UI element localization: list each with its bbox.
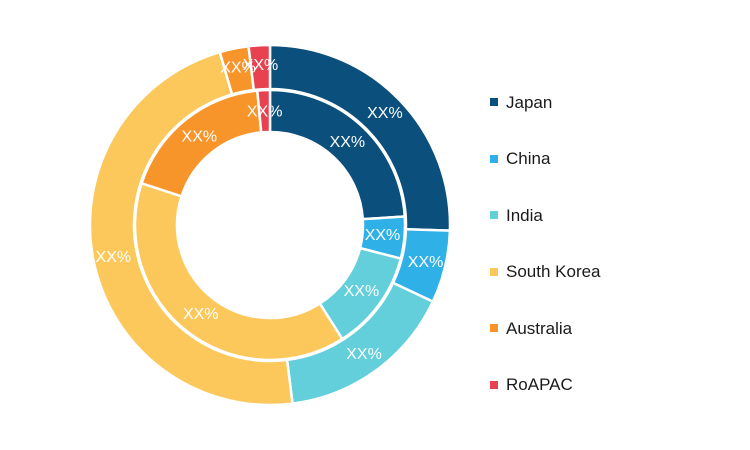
legend-swatch-japan	[490, 98, 498, 107]
inner-label-australia: XX%	[182, 128, 218, 145]
legend-item-japan[interactable]: Japan	[490, 74, 601, 131]
outer-label-roapac: XX%	[243, 57, 279, 74]
legend-swatch-south-korea	[490, 267, 498, 276]
inner-slice-roapac[interactable]	[256, 88, 272, 134]
legend-swatch-china	[490, 154, 498, 163]
legend-item-australia[interactable]: Australia	[490, 300, 601, 357]
legend-label-roapac: RoAPAC	[506, 375, 573, 395]
legend-label-japan: Japan	[506, 92, 553, 112]
outer-label-australia: XX%	[220, 60, 256, 77]
legend-label-india: India	[506, 205, 543, 225]
inner-label-south-korea: XX%	[183, 306, 219, 323]
outer-label-china: XX%	[408, 254, 444, 271]
legend-item-south-korea[interactable]: South Korea	[490, 244, 601, 301]
inner-label-china: XX%	[365, 227, 401, 244]
inner-label-india: XX%	[344, 283, 380, 300]
legend-item-roapac[interactable]: RoAPAC	[490, 357, 601, 414]
inner-label-roapac: XX%	[247, 104, 283, 121]
legend-swatch-roapac	[490, 380, 498, 389]
legend-swatch-india	[490, 211, 498, 220]
chart-legend: Japan China India South Korea Australia …	[490, 74, 601, 413]
inner-slice-south-korea[interactable]	[133, 182, 344, 362]
outer-label-japan: XX%	[367, 105, 403, 122]
outer-label-south-korea: XX%	[96, 249, 132, 266]
inner-label-japan: XX%	[330, 134, 366, 151]
chart-data-labels: XX%XX%XX%XX%XX%XX%XX%XX%XX%XX%XX%XX%	[96, 57, 444, 363]
legend-label-australia: Australia	[506, 318, 573, 338]
outer-label-india: XX%	[346, 346, 382, 363]
legend-item-china[interactable]: China	[490, 131, 601, 188]
legend-swatch-australia	[490, 324, 498, 333]
chart-slices	[88, 43, 452, 407]
legend-label-south-korea: South Korea	[506, 262, 601, 282]
legend-label-china: China	[506, 149, 551, 169]
legend-item-india[interactable]: India	[490, 187, 601, 244]
